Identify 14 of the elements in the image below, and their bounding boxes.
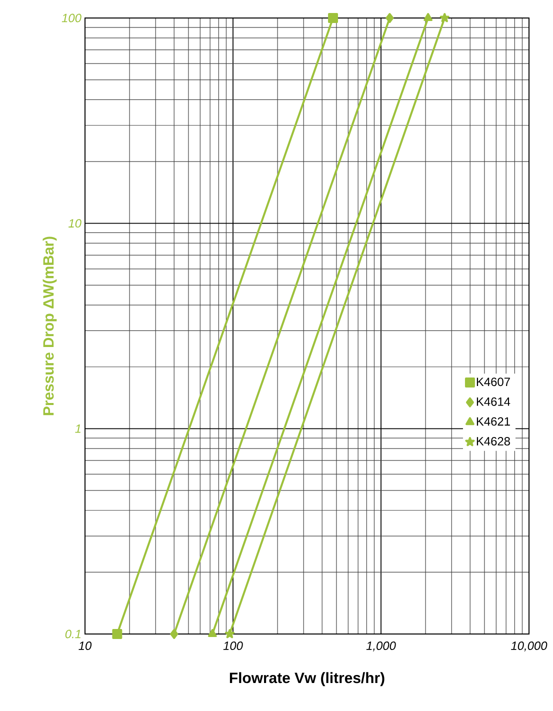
x-axis-title: Flowrate Vw (litres/hr) [230, 672, 384, 686]
x-tick-label: 1,000 [366, 642, 396, 652]
legend-label: K4621 [476, 417, 510, 426]
y-axis-title: Pressure Drop ΔW(mBar) [42, 236, 57, 416]
x-tick-label: 10,000 [511, 642, 548, 652]
x-tick-label: 100 [223, 642, 243, 650]
y-tick-label: 10 [68, 219, 82, 228]
x-tick-label: 10 [78, 642, 92, 650]
legend-label: K4628 [476, 437, 510, 446]
y-tick-label: 1 [75, 424, 80, 433]
legend-label: K4607 [476, 378, 510, 386]
legend-label: K4614 [476, 397, 510, 406]
y-tick-label: 0.1 [65, 630, 80, 638]
y-tick-label: 100 [62, 14, 82, 22]
